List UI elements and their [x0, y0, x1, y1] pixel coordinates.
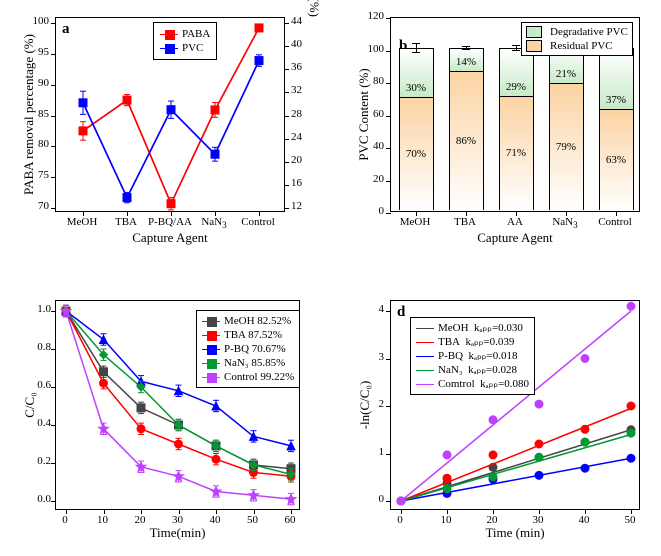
- legend-item: NaN₃ kₐₚₚ=0.028: [416, 363, 529, 377]
- panel-a-x-title: Capture Agent: [55, 230, 285, 246]
- legend-item: MeOH 82.52%: [202, 314, 294, 328]
- bar: [399, 48, 434, 211]
- panel-a-right-y-title: PVC removal percentage (%): [306, 0, 322, 17]
- legend-item: TBA 87.52%: [202, 328, 294, 342]
- legend-item: NaN₃ 85.85%: [202, 356, 294, 370]
- panel-b-legend: Degradative PVCResidual PVC: [521, 22, 633, 56]
- legend-item: PVC: [160, 41, 210, 55]
- legend-item: P-BQ 70.67%: [202, 342, 294, 356]
- bar: [599, 48, 634, 211]
- panel-d-legend: MeOH kₐₚₚ=0.030TBA kₐₚₚ=0.039P-BQ kₐₚₚ=0…: [410, 317, 535, 395]
- legend-item: MeOH kₐₚₚ=0.030: [416, 321, 529, 335]
- panel-b-x-title: Capture Agent: [390, 230, 640, 246]
- legend-item: TBA kₐₚₚ=0.039: [416, 335, 529, 349]
- panel-c-y-title: C/C₀: [22, 300, 38, 510]
- legend-item: Control 99.22%: [202, 370, 294, 384]
- bar: [499, 48, 534, 211]
- panel-c-x-title: Time(min): [55, 525, 300, 541]
- legend-item: Degradative PVC: [526, 25, 628, 39]
- legend-item: PABA: [160, 27, 210, 41]
- bar: [449, 48, 484, 211]
- legend-item: Residual PVC: [526, 39, 628, 53]
- legend-item: P-BQ kₐₚₚ=0.018: [416, 349, 529, 363]
- legend-item: Comtrol kₐₚₚ=0.080: [416, 377, 529, 391]
- panel-d-x-title: Time (min): [390, 525, 640, 541]
- panel-c-legend: MeOH 82.52%TBA 87.52%P-BQ 70.67%NaN₃ 85.…: [196, 310, 300, 388]
- panel-a-legend: PABAPVC: [153, 22, 217, 60]
- figure-root: a PABA removal percentage (%) PVC remova…: [0, 0, 661, 556]
